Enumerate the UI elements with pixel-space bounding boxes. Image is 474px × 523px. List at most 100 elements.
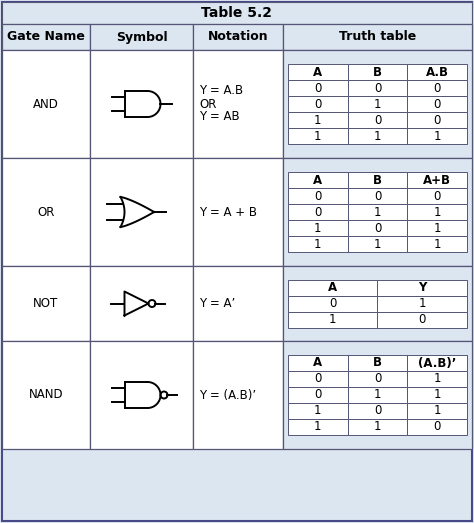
Bar xyxy=(407,403,467,419)
Text: 1: 1 xyxy=(374,130,381,142)
Bar xyxy=(2,158,90,266)
Text: 0: 0 xyxy=(329,297,337,310)
Bar xyxy=(407,204,467,220)
Bar xyxy=(283,341,472,449)
Bar xyxy=(347,403,407,419)
Text: Table 5.2: Table 5.2 xyxy=(201,6,273,20)
Bar xyxy=(407,220,467,236)
Bar xyxy=(288,64,347,80)
Bar xyxy=(288,204,347,220)
Text: 0: 0 xyxy=(374,189,381,202)
Bar xyxy=(347,371,407,387)
Bar xyxy=(2,341,90,449)
Text: 0: 0 xyxy=(314,189,321,202)
Text: Y = A’: Y = A’ xyxy=(199,297,235,310)
Bar xyxy=(2,266,90,341)
Text: Truth table: Truth table xyxy=(339,30,416,43)
Bar xyxy=(288,128,347,144)
Bar xyxy=(407,128,467,144)
Text: 0: 0 xyxy=(314,206,321,219)
Text: 1: 1 xyxy=(314,237,321,251)
Text: 1: 1 xyxy=(374,97,381,110)
Bar xyxy=(347,387,407,403)
Bar xyxy=(347,80,407,96)
Bar xyxy=(407,172,467,188)
Text: Y: Y xyxy=(418,281,427,294)
Bar xyxy=(347,172,407,188)
Bar xyxy=(407,371,467,387)
Text: 0: 0 xyxy=(314,372,321,385)
Text: OR: OR xyxy=(37,206,55,219)
Text: 1: 1 xyxy=(433,237,441,251)
Bar xyxy=(407,112,467,128)
Text: NAND: NAND xyxy=(29,389,64,402)
Text: 1: 1 xyxy=(433,206,441,219)
Bar xyxy=(90,341,193,449)
Bar xyxy=(407,96,467,112)
Bar xyxy=(347,204,407,220)
Text: Symbol: Symbol xyxy=(116,30,167,43)
Text: Y = (A.B)’: Y = (A.B)’ xyxy=(199,389,256,402)
Bar xyxy=(407,236,467,252)
Text: 0: 0 xyxy=(434,113,441,127)
Bar xyxy=(347,96,407,112)
Text: OR: OR xyxy=(199,97,216,110)
Bar xyxy=(2,24,90,50)
Bar xyxy=(347,355,407,371)
Text: 1: 1 xyxy=(433,389,441,402)
Text: 1: 1 xyxy=(314,113,321,127)
Text: 0: 0 xyxy=(374,404,381,417)
Text: 1: 1 xyxy=(433,222,441,234)
Text: 0: 0 xyxy=(374,222,381,234)
Bar xyxy=(347,64,407,80)
Text: 0: 0 xyxy=(314,82,321,95)
Bar xyxy=(288,236,347,252)
Bar xyxy=(288,112,347,128)
Text: 0: 0 xyxy=(434,97,441,110)
Bar xyxy=(347,419,407,435)
Text: 1: 1 xyxy=(433,404,441,417)
Bar xyxy=(347,220,407,236)
Text: A: A xyxy=(313,65,322,78)
Bar xyxy=(193,158,283,266)
Bar xyxy=(407,64,467,80)
Bar xyxy=(407,80,467,96)
Bar xyxy=(288,312,377,327)
Text: 1: 1 xyxy=(374,389,381,402)
Bar xyxy=(377,312,467,327)
Text: 0: 0 xyxy=(419,313,426,326)
Text: A: A xyxy=(313,174,322,187)
Text: 0: 0 xyxy=(374,82,381,95)
Text: Y = A + B: Y = A + B xyxy=(199,206,257,219)
Bar xyxy=(90,158,193,266)
Bar xyxy=(288,387,347,403)
Text: B: B xyxy=(373,357,382,370)
Text: AND: AND xyxy=(33,97,59,110)
Text: B: B xyxy=(373,65,382,78)
Text: 1: 1 xyxy=(374,206,381,219)
Bar xyxy=(288,96,347,112)
Bar xyxy=(2,50,90,158)
Bar xyxy=(407,387,467,403)
Bar xyxy=(377,279,467,295)
Text: 0: 0 xyxy=(374,113,381,127)
Bar xyxy=(283,50,472,158)
Text: 1: 1 xyxy=(433,372,441,385)
Bar xyxy=(288,295,377,312)
Bar xyxy=(193,50,283,158)
Text: 1: 1 xyxy=(314,222,321,234)
Bar xyxy=(407,355,467,371)
Text: (A.B)’: (A.B)’ xyxy=(418,357,456,370)
Bar xyxy=(90,266,193,341)
Text: 0: 0 xyxy=(434,420,441,434)
Bar xyxy=(288,172,347,188)
Bar xyxy=(2,2,472,24)
Bar xyxy=(288,371,347,387)
Text: 0: 0 xyxy=(374,372,381,385)
Bar xyxy=(347,236,407,252)
Bar xyxy=(288,279,377,295)
Bar xyxy=(283,24,472,50)
Text: A+B: A+B xyxy=(423,174,451,187)
Text: 0: 0 xyxy=(434,189,441,202)
Text: B: B xyxy=(373,174,382,187)
